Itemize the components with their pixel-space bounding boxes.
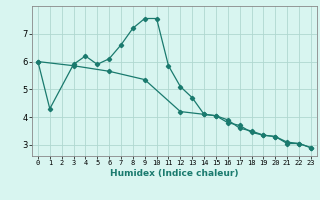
X-axis label: Humidex (Indice chaleur): Humidex (Indice chaleur) bbox=[110, 169, 239, 178]
